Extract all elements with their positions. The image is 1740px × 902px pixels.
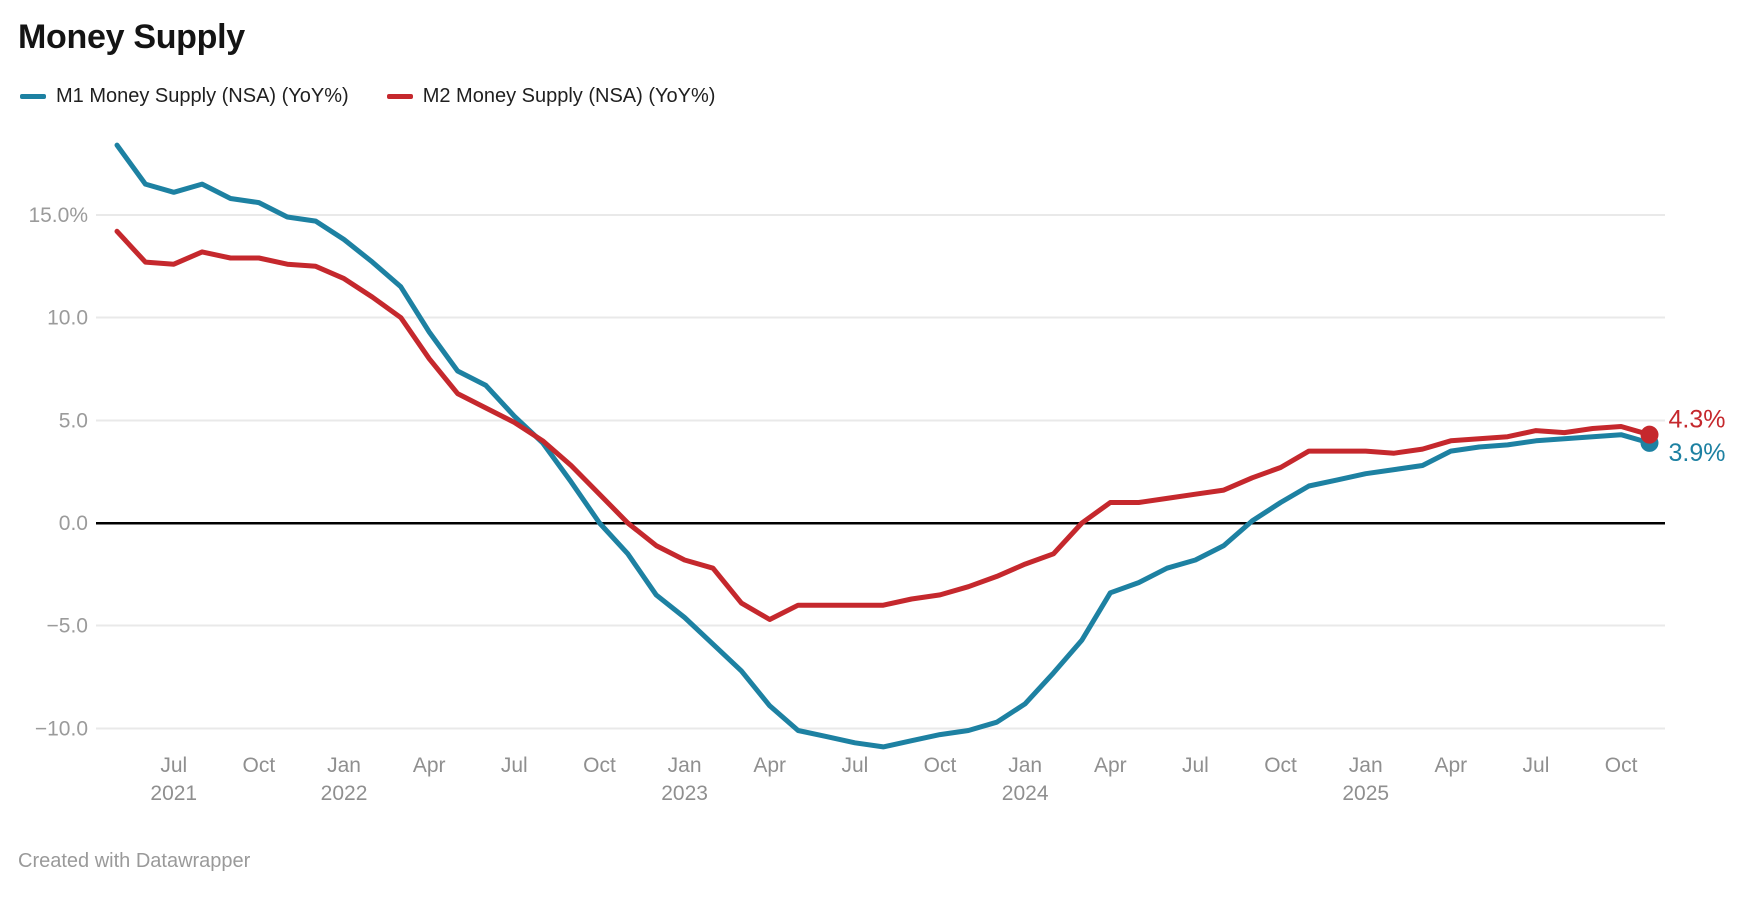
x-axis-tick-label: Jul — [1523, 754, 1550, 777]
x-axis-tick-label: Jan — [1008, 754, 1042, 777]
x-axis-tick-label: Jul — [160, 754, 187, 777]
x-axis-tick-label: Oct — [583, 754, 616, 777]
chart-title: Money Supply — [18, 18, 245, 56]
end-value-label-m2: 4.3% — [1669, 406, 1726, 434]
x-axis-tick-label: Oct — [1264, 754, 1297, 777]
x-axis-tick-label: Jul — [501, 754, 528, 777]
x-axis-tick-label: Apr — [1094, 754, 1127, 777]
legend-label-m2: M2 Money Supply (NSA) (YoY%) — [422, 85, 716, 107]
legend: M1 Money Supply (NSA) (YoY%) M2 Money Su… — [20, 85, 715, 108]
series-line-m2 — [114, 228, 1652, 622]
legend-label-m1: M1 Money Supply (NSA) (YoY%) — [56, 85, 349, 107]
x-axis-tick-label: Oct — [1605, 754, 1638, 777]
x-axis-tick-label: Jan — [1349, 754, 1383, 777]
x-axis-tick-label: Jul — [841, 754, 868, 777]
x-axis-tick-label: Apr — [413, 754, 446, 777]
x-axis-year-label: 2025 — [1342, 782, 1389, 805]
legend-item-m2: M2 Money Supply (NSA) (YoY%) — [386, 85, 716, 108]
y-axis-tick-label: −10.0 — [35, 717, 88, 740]
x-axis-tick-label: Jan — [668, 754, 702, 777]
legend-item-m1: M1 Money Supply (NSA) (YoY%) — [20, 85, 349, 108]
x-axis-tick-label: Oct — [243, 754, 276, 777]
y-axis-tick-label: 10.0 — [47, 307, 88, 330]
x-axis-tick-label: Apr — [1434, 754, 1467, 777]
y-axis-tick-label: −5.0 — [47, 615, 88, 638]
money-supply-line-chart: 15.0% 10.0 5.0 0.0 −5.0 −10.0 Jul 2021 Oct Jan 202… — [28, 142, 1726, 805]
datawrapper-attribution-link[interactable]: Created with Datawrapper — [18, 850, 251, 872]
x-axis-year-label: 2021 — [150, 782, 197, 805]
end-value-label-m1: 3.9% — [1669, 439, 1726, 467]
series-line-m1 — [114, 142, 1652, 750]
end-dot-m2 — [1640, 425, 1659, 444]
m2-line-swatch-icon — [386, 94, 413, 99]
x-axis-year-label: 2022 — [321, 782, 368, 805]
y-axis-tick-label: 0.0 — [59, 512, 88, 535]
m1-line-swatch-icon — [20, 94, 46, 99]
y-axis-tick-label: 5.0 — [59, 409, 88, 432]
x-axis-tick-label: Oct — [924, 754, 957, 777]
x-axis-tick-label: Jul — [1182, 754, 1209, 777]
x-axis-year-label: 2024 — [1002, 782, 1049, 805]
y-axis-tick-label: 15.0% — [28, 204, 88, 227]
x-axis-tick-label: Jan — [327, 754, 361, 777]
x-axis-year-label: 2023 — [661, 782, 708, 805]
x-axis-tick-label: Apr — [753, 754, 786, 777]
